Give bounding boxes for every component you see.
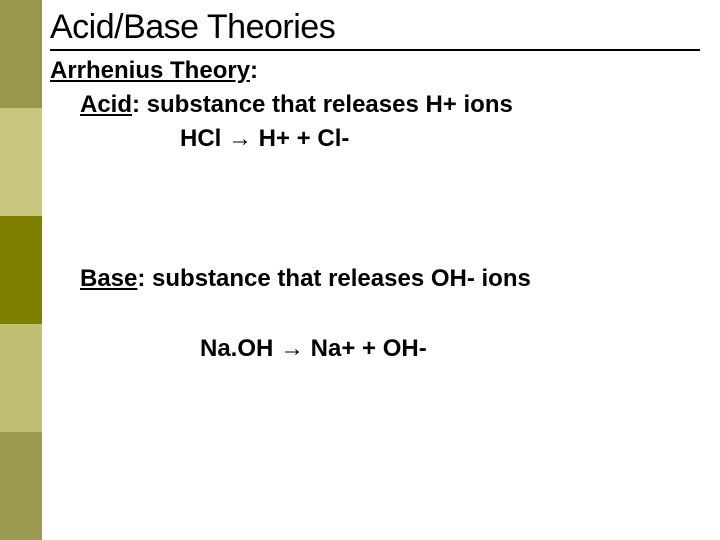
- theory-label: Arrhenius Theory: [50, 57, 250, 84]
- acid-definition: Acid: substance that releases H+ ions: [80, 89, 700, 121]
- base-label: Base: [80, 265, 137, 292]
- slide-content: Acid/Base Theories Arrhenius Theory: Aci…: [42, 0, 720, 540]
- acid-label: Acid: [80, 91, 132, 118]
- sidebar-block: [0, 0, 42, 108]
- sidebar-block: [0, 324, 42, 432]
- base-def-text: : substance that releases OH- ions: [137, 265, 530, 292]
- base-equation: Na.OH → Na+ + OH-: [200, 335, 700, 363]
- theory-name: Arrhenius Theory:: [50, 57, 700, 85]
- sidebar-block: [0, 216, 42, 324]
- slide-title: Acid/Base Theories: [50, 8, 700, 51]
- acid-def-text: : substance that releases H+ ions: [132, 91, 513, 118]
- base-definition: Base: substance that releases OH- ions: [80, 263, 640, 294]
- colon: :: [250, 57, 258, 84]
- acid-equation: HCl → H+ + Cl-: [180, 125, 700, 153]
- color-sidebar: [0, 0, 42, 540]
- sidebar-block: [0, 432, 42, 540]
- sidebar-block: [0, 108, 42, 216]
- spacer: [50, 153, 700, 263]
